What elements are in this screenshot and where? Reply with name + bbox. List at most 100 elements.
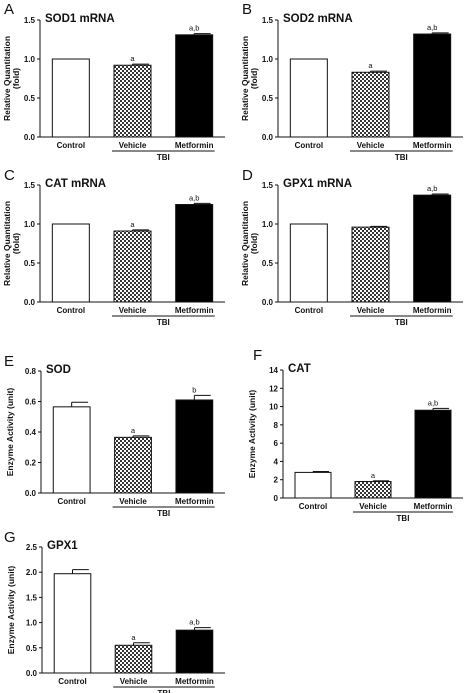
y-axis-label: Relative Quantitation(fold) xyxy=(240,201,259,286)
y-tick-label: 4 xyxy=(274,457,279,466)
bar-control xyxy=(53,573,92,674)
y-tick-label: 0.0 xyxy=(26,669,38,678)
panel-title: SOD1 mRNA xyxy=(45,13,115,25)
bar-vehicle xyxy=(113,230,152,303)
x-tick-label: Control xyxy=(295,306,323,315)
panel-letter: F xyxy=(253,347,262,364)
significance-label: a xyxy=(131,426,136,435)
y-tick-label: 0.5 xyxy=(24,259,36,268)
panel-f: F CAT 0 2 4 6 8 10 12 14 Enzyme Activity (unit) Con… xyxy=(247,347,463,523)
y-axis-label-line: Relative Quantitation xyxy=(2,36,12,121)
y-tick-label: 0.0 xyxy=(25,489,37,498)
y-tick-label: 6 xyxy=(274,439,279,448)
bar-control xyxy=(289,223,328,303)
panel-letter: D xyxy=(242,167,253,184)
significance-label: b xyxy=(192,385,196,394)
x-tick-label: Vehicle xyxy=(357,141,385,150)
y-tick-label: 2.0 xyxy=(26,568,38,577)
panel-letter: G xyxy=(4,529,16,546)
panel-letter: C xyxy=(4,167,15,184)
bar-control xyxy=(52,406,91,494)
y-axis-label: Relative Quantitation(fold) xyxy=(2,201,21,286)
panel-title: CAT xyxy=(288,363,311,375)
bar-metformin xyxy=(175,399,214,494)
x-tick-label: Metformin xyxy=(175,306,214,315)
y-axis-label-line: (fold) xyxy=(249,233,259,254)
significance-label: a xyxy=(368,61,373,70)
y-axis-label-line: Enzyme Activity (unit) xyxy=(247,390,257,479)
significance-label: a,b xyxy=(189,24,199,33)
group-label: TBI xyxy=(397,514,410,523)
bar-vehicle xyxy=(351,71,390,138)
panel-a: A SOD1 mRNA 0.0 0.5 1.0 1.5 Relative Quantitat… xyxy=(2,1,225,162)
bar-metformin xyxy=(175,629,214,674)
y-tick-label: 1.5 xyxy=(24,181,36,190)
x-tick-label: Metformin xyxy=(413,141,452,150)
x-tick-label: Vehicle xyxy=(359,502,387,511)
significance-label: a xyxy=(130,220,135,229)
y-tick-label: 0.5 xyxy=(262,94,274,103)
y-tick-label: 0.8 xyxy=(25,367,37,376)
x-tick-label: Control xyxy=(299,502,327,511)
y-tick-label: 1.0 xyxy=(262,55,274,64)
bar-control xyxy=(289,58,328,138)
y-tick-label: 2 xyxy=(274,476,279,485)
y-tick-label: 10 xyxy=(269,403,278,412)
bar-control xyxy=(51,223,90,303)
panel-title: CAT mRNA xyxy=(45,178,106,190)
y-tick-label: 1.0 xyxy=(24,220,36,229)
group-label: TBI xyxy=(157,318,170,327)
y-tick-label: 1.5 xyxy=(262,181,274,190)
significance-label: a,b xyxy=(189,618,199,627)
bar-metformin xyxy=(413,33,452,138)
significance-label: a xyxy=(371,471,376,480)
y-tick-label: 12 xyxy=(269,384,278,393)
significance-label: a xyxy=(130,54,135,63)
panel-title: SOD xyxy=(46,364,71,376)
y-tick-label: 0.6 xyxy=(25,398,37,407)
y-axis-label-line: (fold) xyxy=(11,68,21,89)
bar-metformin xyxy=(413,194,452,303)
y-tick-label: 1.5 xyxy=(24,16,36,25)
panel-letter: E xyxy=(4,353,14,370)
x-tick-label: Vehicle xyxy=(357,306,385,315)
panel-c: C CAT mRNA 0.0 0.5 1.0 1.5 Relative Quantitati… xyxy=(2,167,225,327)
bar-control xyxy=(51,58,90,138)
y-tick-label: 1.0 xyxy=(262,220,274,229)
y-tick-label: 0.5 xyxy=(262,259,274,268)
significance-label: a xyxy=(131,633,136,642)
bar-metformin xyxy=(414,409,452,499)
y-axis-label: Relative Quantitation(fold) xyxy=(240,36,259,121)
y-tick-label: 0 xyxy=(274,494,279,503)
x-tick-label: Metformin xyxy=(175,497,214,506)
significance-label: a,b xyxy=(189,193,199,202)
x-tick-label: Vehicle xyxy=(119,141,147,150)
x-tick-label: Metformin xyxy=(175,141,214,150)
significance-label: a,b xyxy=(428,398,438,407)
x-tick-label: Control xyxy=(57,306,85,315)
bar-vehicle xyxy=(114,436,152,494)
panel-letter: B xyxy=(242,1,252,18)
y-tick-label: 2.5 xyxy=(26,543,38,552)
panel-e: E SOD 0.0 0.2 0.4 0.6 0.8 Enzyme Activity (unit… xyxy=(4,353,225,518)
group-label: TBI xyxy=(395,318,408,327)
y-axis-label: Relative Quantitation(fold) xyxy=(2,36,21,121)
bar-control xyxy=(294,471,332,499)
y-axis-label-line: (fold) xyxy=(11,233,21,254)
panel-d: D GPX1 mRNA 0.0 0.5 1.0 1.5 Relative Quantitat… xyxy=(240,167,463,327)
bar-vehicle xyxy=(113,64,152,138)
y-tick-label: 0.0 xyxy=(262,133,274,142)
y-axis-label: Enzyme Activity (unit) xyxy=(5,388,15,477)
y-tick-label: 0.0 xyxy=(262,298,274,307)
bar-metformin xyxy=(175,204,214,303)
group-label: TBI xyxy=(157,509,170,518)
bar-vehicle xyxy=(351,226,390,303)
panel-g: G GPX1 0.0 0.5 1.0 1.5 2.0 2.5 Enzyme Activity (… xyxy=(4,529,225,693)
significance-label: a,b xyxy=(427,23,437,32)
x-tick-label: Control xyxy=(57,497,85,506)
x-tick-label: Control xyxy=(295,141,323,150)
y-tick-label: 1.0 xyxy=(26,619,38,628)
y-tick-label: 1.5 xyxy=(262,16,274,25)
y-tick-label: 0.5 xyxy=(26,644,38,653)
group-label: TBI xyxy=(157,153,170,162)
